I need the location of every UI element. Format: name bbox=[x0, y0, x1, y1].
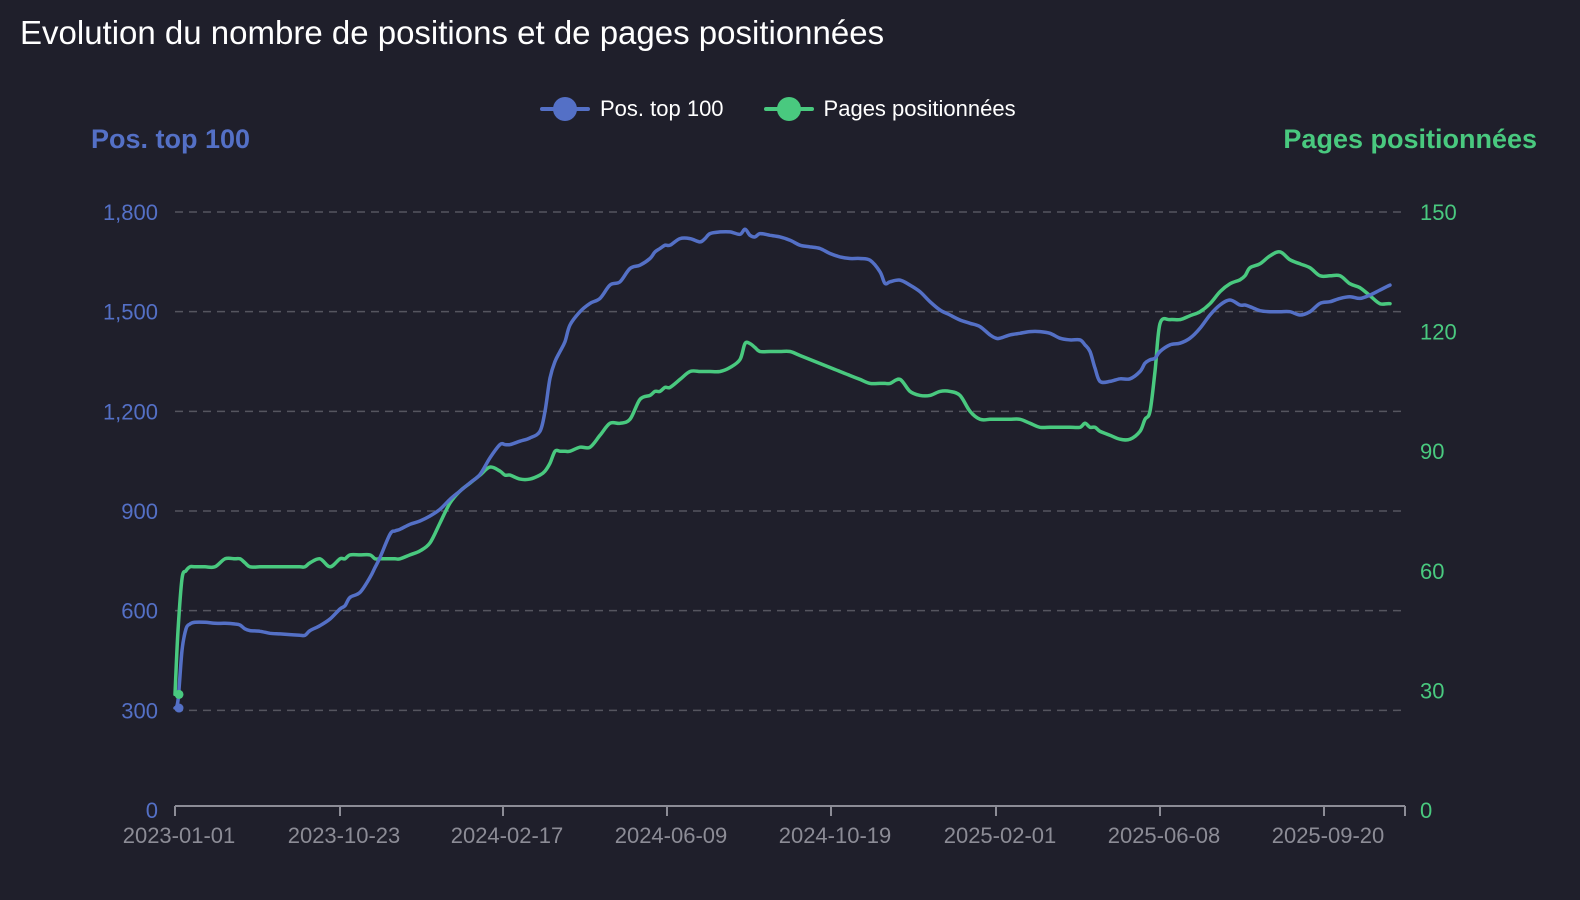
y-right-tick-label: 60 bbox=[1420, 559, 1444, 584]
y-tick-label: 1,800 bbox=[103, 200, 158, 225]
y-tick-label: 600 bbox=[121, 599, 158, 624]
line-marker-icon bbox=[540, 97, 590, 121]
x-tick-label: 2024-02-17 bbox=[451, 823, 564, 848]
series-line-pages[interactable] bbox=[173, 250, 1392, 697]
legend-label: Pos. top 100 bbox=[600, 96, 724, 121]
x-tick-label: 2024-06-09 bbox=[615, 823, 728, 848]
legend-label: Pages positionnées bbox=[823, 96, 1016, 121]
right-axis-title: Pages positionnées bbox=[1283, 124, 1537, 154]
legend: Pos. top 100 Pages positionnées bbox=[540, 96, 1016, 122]
x-tick-label: 2025-09-20 bbox=[1272, 823, 1385, 848]
chart-title: Evolution du nombre de positions et de p… bbox=[20, 14, 885, 51]
x-tick-label: 2023-10-23 bbox=[288, 823, 401, 848]
x-tick-label: 2023-01-01 bbox=[123, 823, 236, 848]
right-y-axis: 0 30 60 90 120 150 bbox=[1420, 200, 1457, 823]
data-markers bbox=[174, 689, 184, 713]
y-right-tick-label: 90 bbox=[1420, 439, 1444, 464]
y-tick-label: 0 bbox=[146, 798, 158, 823]
left-axis-title: Pos. top 100 bbox=[91, 124, 251, 154]
y-tick-label: 1,200 bbox=[103, 399, 158, 424]
x-tick-label: 2025-06-08 bbox=[1108, 823, 1221, 848]
gridlines bbox=[175, 211, 1405, 712]
y-right-tick-label: 150 bbox=[1420, 200, 1457, 225]
line-marker-icon bbox=[763, 97, 814, 121]
legend-item-pages[interactable]: Pages positionnées bbox=[763, 96, 1016, 122]
legend-item-pos-top100[interactable]: Pos. top 100 bbox=[540, 96, 724, 122]
left-y-axis: 0 300 600 900 1,200 1,500 1,800 bbox=[103, 200, 158, 823]
y-right-tick-label: 0 bbox=[1420, 798, 1432, 823]
x-tick-label: 2024-10-19 bbox=[779, 823, 892, 848]
data-point-marker[interactable] bbox=[174, 703, 184, 713]
y-right-tick-label: 30 bbox=[1420, 678, 1444, 703]
y-right-tick-label: 120 bbox=[1420, 320, 1457, 345]
y-tick-label: 1,500 bbox=[103, 300, 158, 325]
data-point-marker[interactable] bbox=[174, 689, 184, 699]
x-axis: 2023-01-01 2023-10-23 2024-02-17 2024-06-09… bbox=[123, 805, 1406, 848]
y-tick-label: 300 bbox=[121, 698, 158, 723]
x-tick-label: 2025-02-01 bbox=[944, 823, 1057, 848]
series-line-pos-top100[interactable] bbox=[173, 227, 1392, 710]
y-tick-label: 900 bbox=[121, 499, 158, 524]
